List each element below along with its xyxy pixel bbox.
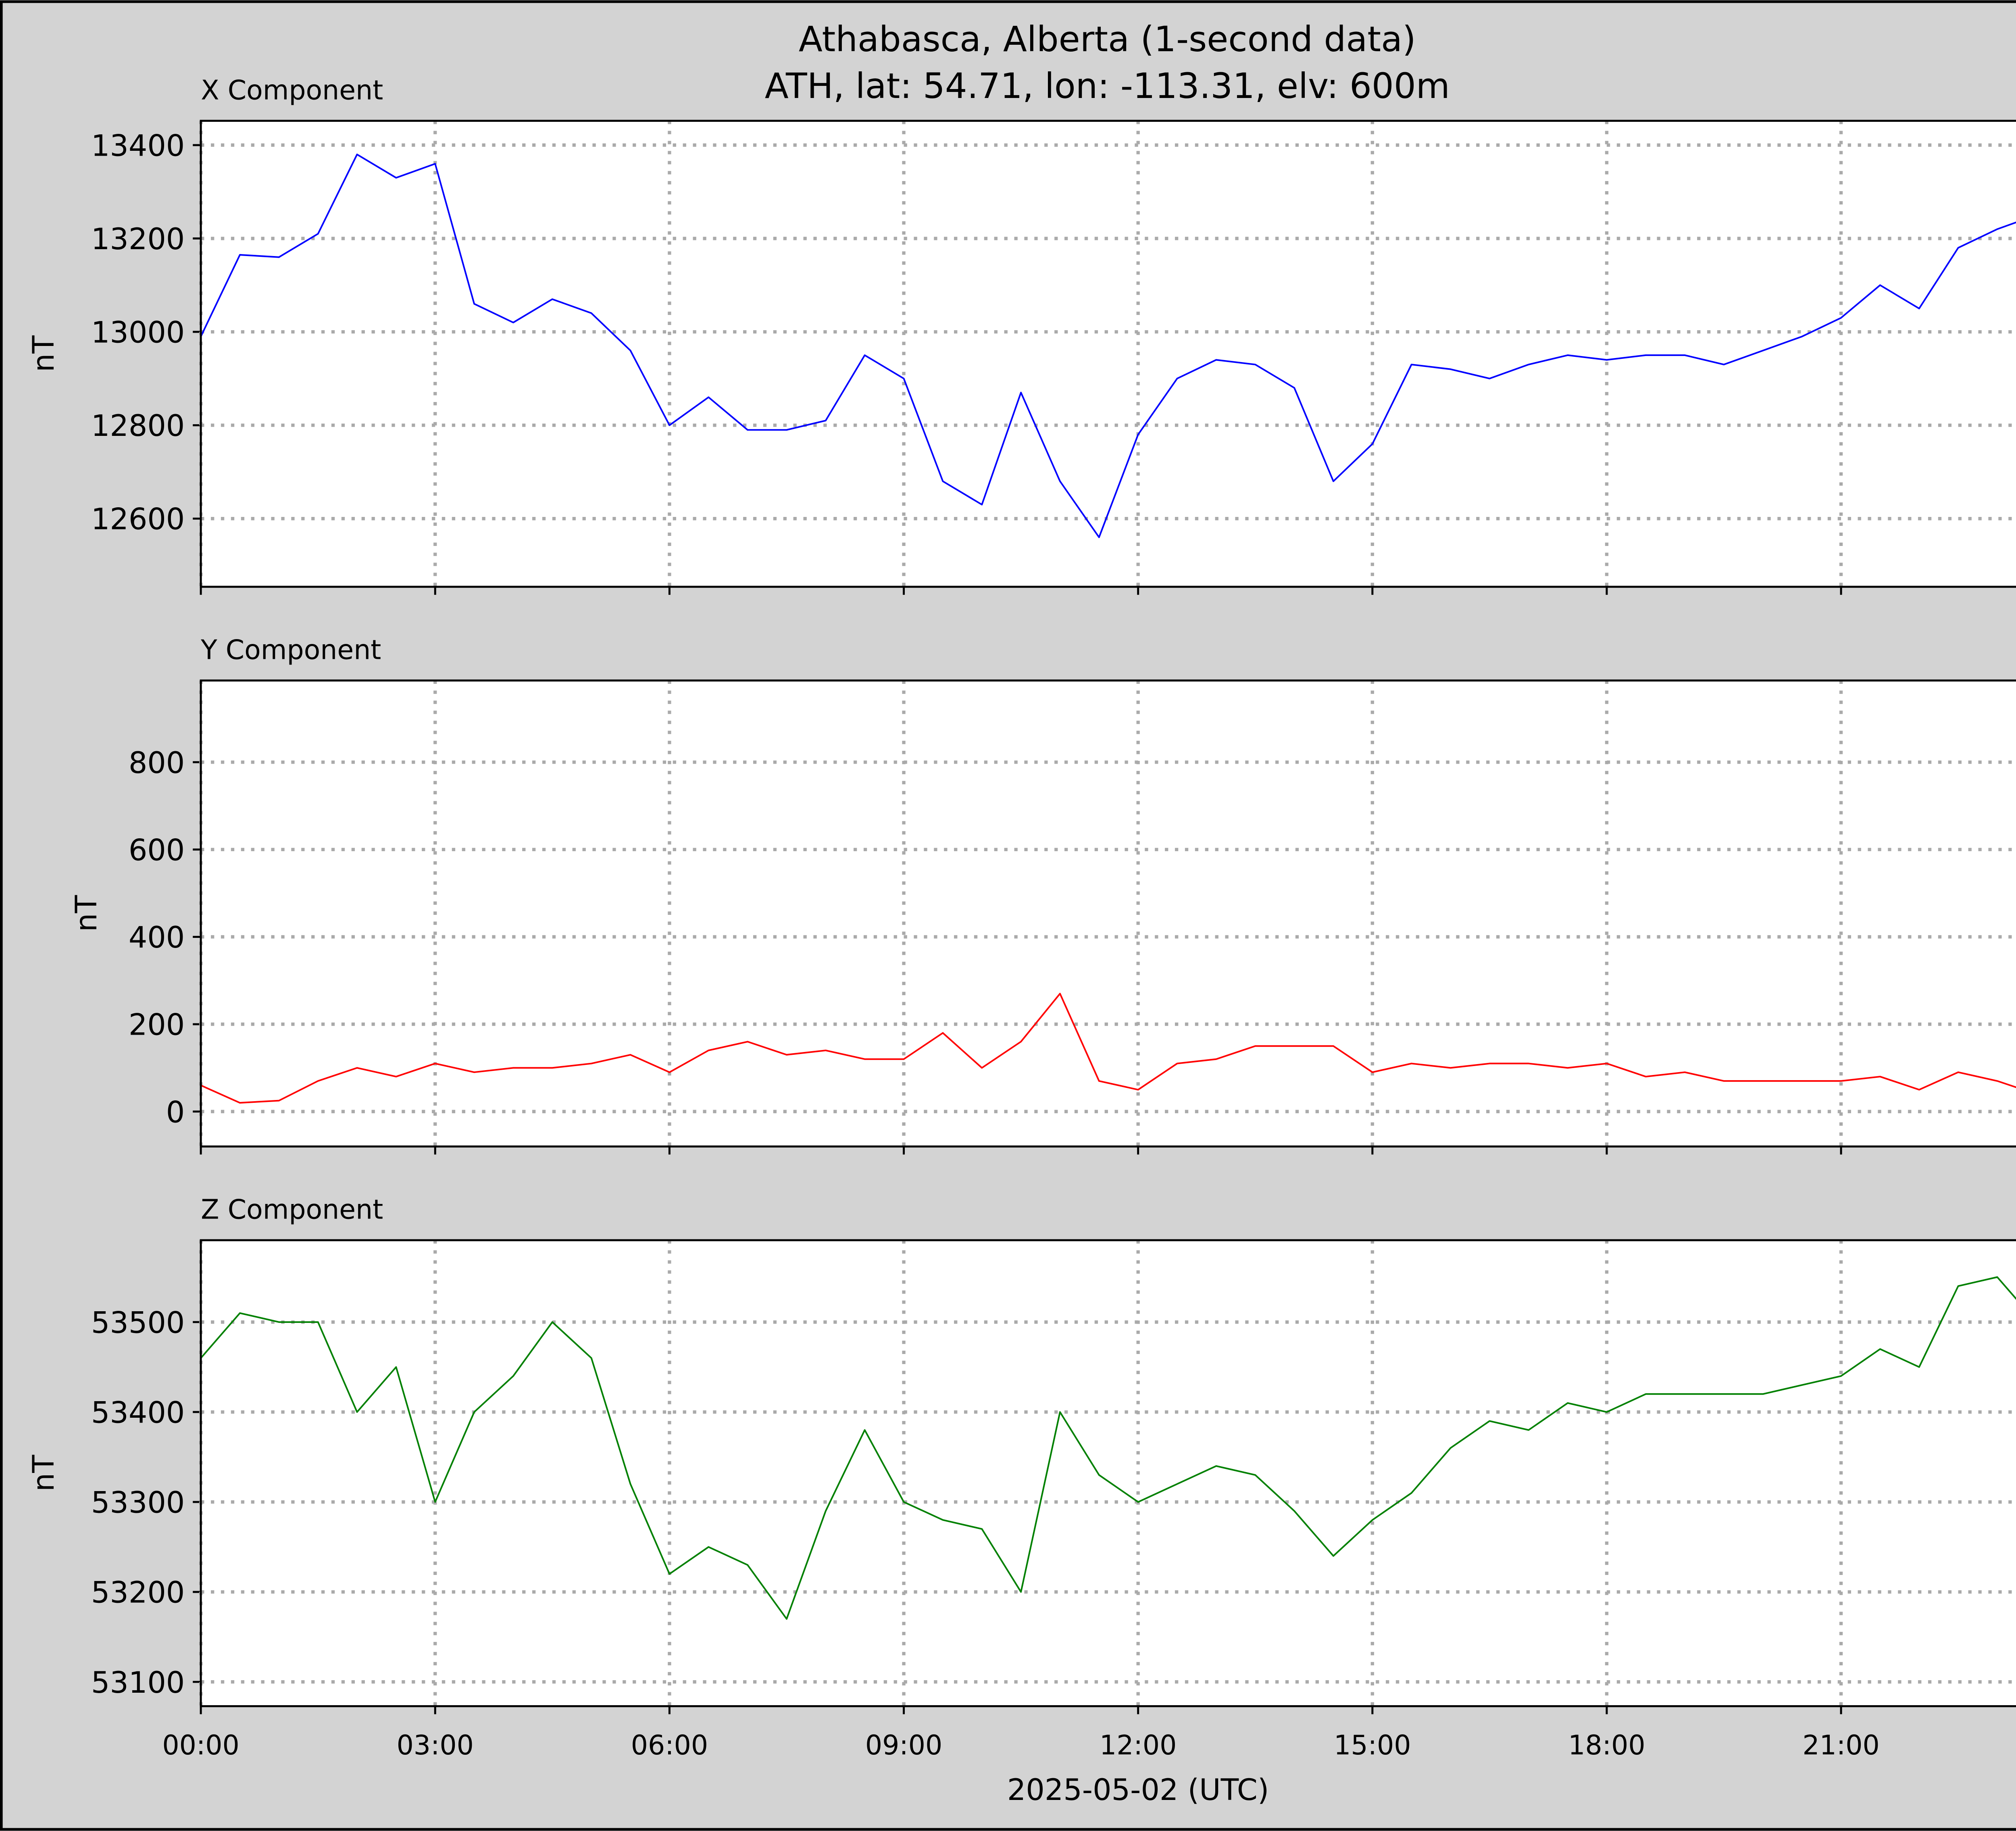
panel-title: X Component: [201, 74, 383, 106]
plot-frame: [200, 679, 2016, 1148]
y-tick-label: 0: [166, 1095, 185, 1129]
x-tick-label: 03:00: [397, 1729, 474, 1761]
y-tick-label: 400: [129, 921, 185, 955]
plot-area: [201, 680, 2016, 1147]
x-tick-label: 12:00: [1100, 1729, 1177, 1761]
panel-title: Y Component: [200, 634, 381, 666]
y-tick-label: 53400: [91, 1396, 185, 1430]
y-tick-label: 600: [129, 833, 185, 867]
y-axis-label: nT: [27, 1455, 61, 1491]
x-tick-label: 06:00: [631, 1729, 708, 1761]
plot-area: [201, 121, 2016, 587]
y-tick-label: 12600: [91, 502, 185, 537]
data-line: [200, 993, 2016, 1104]
y-tick-label: 53100: [91, 1666, 185, 1700]
y-axis-label: nT: [27, 335, 61, 372]
y-tick-label: 53500: [91, 1306, 185, 1340]
x-tick-label: 18:00: [1568, 1729, 1645, 1761]
plot-area: [201, 1240, 2016, 1706]
y-tick-label: 53200: [91, 1576, 185, 1610]
x-tick-label: 15:00: [1334, 1729, 1411, 1761]
x-tick-label: 00:00: [162, 1729, 239, 1761]
y-tick-label: 200: [129, 1008, 185, 1042]
figure-title: Athabasca, Alberta (1-second data): [799, 19, 1416, 60]
x-tick-label: 21:00: [1802, 1729, 1879, 1761]
plot-frame: [200, 1239, 2016, 1707]
y-tick-label: 13200: [91, 222, 185, 256]
data-line: [200, 1276, 2016, 1620]
plot-frame: [200, 120, 2016, 588]
y-tick-label: 800: [129, 746, 185, 780]
x-tick-label: 09:00: [865, 1729, 942, 1761]
y-tick-label: 13400: [91, 129, 185, 163]
figure-subtitle: ATH, lat: 54.71, lon: -113.31, elv: 600m: [765, 66, 1450, 106]
y-tick-label: 12800: [91, 409, 185, 443]
data-line: [200, 154, 2016, 538]
x-axis-label: 2025-05-02 (UTC): [1007, 1773, 1269, 1807]
y-tick-label: 53300: [91, 1486, 185, 1520]
panel-title: Z Component: [201, 1194, 383, 1225]
y-axis-label: nT: [69, 895, 104, 932]
y-tick-label: 13000: [91, 316, 185, 350]
